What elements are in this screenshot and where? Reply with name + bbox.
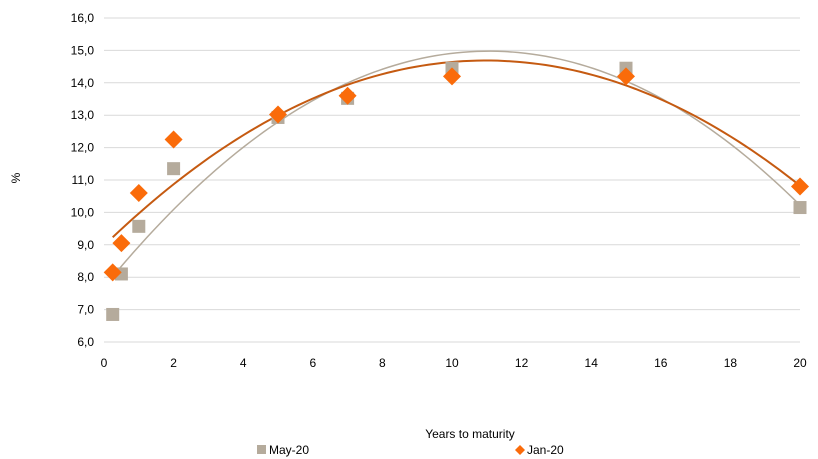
x-tick-label: 14 (585, 356, 599, 370)
data-point-square (132, 219, 146, 233)
trendline-may20 (112, 50, 801, 278)
legend: May-20 Jan-20 (257, 443, 564, 457)
data-point-diamond (617, 67, 635, 86)
y-tick-label: 14,0 (71, 76, 95, 90)
x-tick-label: 12 (515, 356, 529, 370)
gridlines (104, 17, 800, 311)
data-point-diamond (112, 234, 131, 253)
data-points (103, 61, 809, 321)
y-tick-label: 15,0 (71, 43, 95, 57)
data-point-diamond (164, 130, 183, 149)
legend-item-may20: May-20 (257, 443, 309, 457)
legend-marker-diamond (515, 445, 525, 455)
y-tick-label: 8,0 (77, 270, 94, 284)
y-tick-label: 11,0 (72, 173, 95, 187)
y-tick-label: 7,0 (77, 303, 94, 317)
y-tick-label: 16,0 (71, 11, 95, 25)
x-tick-label: 6 (309, 356, 316, 370)
x-axis-title: Years to maturity (425, 427, 515, 441)
x-tick-label: 4 (240, 356, 247, 370)
x-tick-label: 10 (445, 356, 459, 370)
data-point-square (793, 201, 807, 215)
y-tick-label: 9,0 (77, 238, 94, 252)
x-tick-label: 20 (793, 356, 807, 370)
x-tick-labels: 0 2 4 6 8 10 12 14 16 18 20 (101, 356, 807, 370)
trendlines (112, 50, 801, 278)
data-point-diamond (443, 67, 461, 86)
x-tick-label: 2 (170, 356, 177, 370)
y-tick-label: 13,0 (71, 108, 95, 122)
x-tick-label: 16 (654, 356, 668, 370)
x-tick-label: 8 (379, 356, 386, 370)
x-tick-label: 18 (724, 356, 738, 370)
x-tick-label: 0 (101, 356, 108, 370)
data-point-diamond (103, 263, 122, 282)
data-point-diamond (338, 86, 357, 105)
trendline-jan20 (112, 59, 801, 239)
y-tick-label: 12,0 (71, 141, 95, 155)
data-point-square (106, 307, 120, 321)
data-point-diamond (269, 105, 287, 124)
data-point-diamond (129, 183, 148, 202)
legend-item-jan20: Jan-20 (515, 443, 564, 457)
legend-marker-square (257, 445, 266, 454)
legend-label-jan20: Jan-20 (527, 443, 564, 457)
y-tick-labels: 6,0 7,0 8,0 9,0 10,0 11,0 12,0 13,0 14,0 15,0 16,0 (71, 11, 95, 349)
y-axis-title: % (9, 172, 23, 183)
y-tick-label: 6,0 (77, 335, 94, 349)
data-point-diamond (791, 177, 809, 196)
legend-label-may20: May-20 (269, 443, 309, 457)
y-tick-label: 10,0 (71, 205, 95, 219)
data-point-square (167, 162, 181, 176)
